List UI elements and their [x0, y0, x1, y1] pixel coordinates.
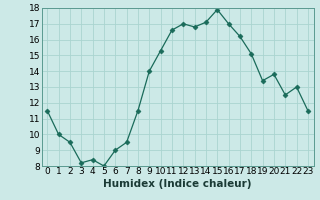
- X-axis label: Humidex (Indice chaleur): Humidex (Indice chaleur): [103, 179, 252, 189]
